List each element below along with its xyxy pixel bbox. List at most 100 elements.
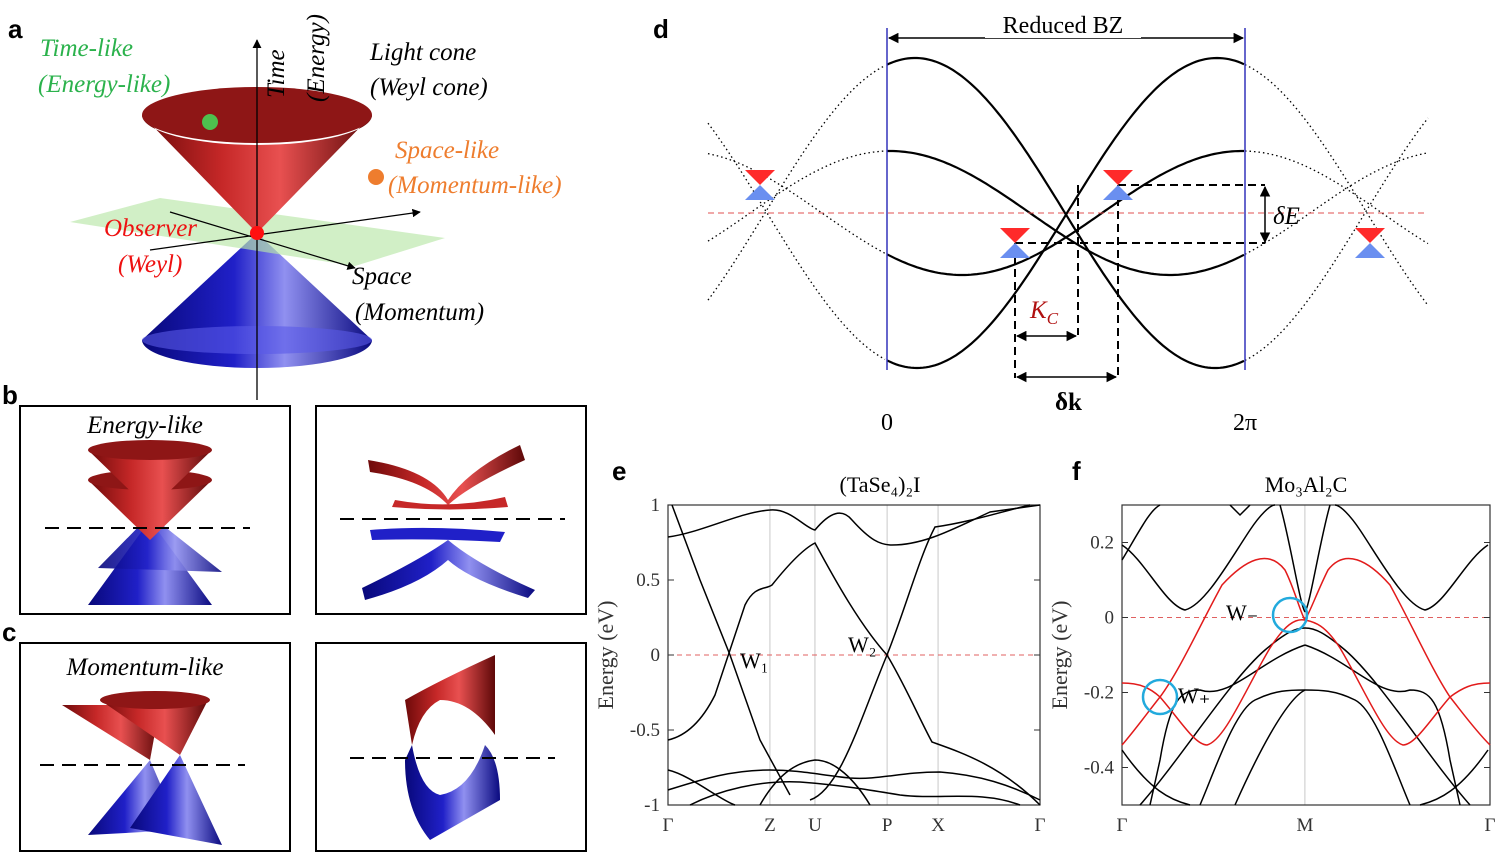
cone-up — [745, 170, 775, 185]
band-dotted — [707, 122, 886, 360]
space-axis — [169, 211, 356, 270]
x-tick-label: Γ — [1485, 815, 1496, 836]
text: Observer — [104, 215, 197, 242]
chart-title: (TaSe₄)₂I — [840, 472, 921, 497]
band-curves — [707, 56, 1429, 370]
panel-label: d — [653, 14, 669, 44]
x-tick-label: X — [931, 815, 945, 836]
box — [315, 405, 587, 615]
y-tick-label: 0.5 — [636, 570, 660, 591]
band-group — [1121, 504, 1306, 806]
sheet — [405, 655, 495, 745]
space-axis — [149, 208, 421, 251]
bands — [1121, 504, 1491, 806]
cone-down — [1103, 185, 1133, 200]
box — [315, 642, 587, 852]
band — [1279, 504, 1306, 613]
dashed-guides — [1014, 184, 1265, 378]
label-bg — [985, 14, 1141, 38]
kc-label: KC — [1029, 297, 1059, 328]
weyl-marker — [1271, 596, 1309, 634]
band — [886, 56, 1245, 370]
text: (Weyl) — [118, 251, 182, 278]
band — [667, 504, 1041, 546]
plot-frame — [667, 504, 1041, 806]
text: Reduced BZ — [1003, 13, 1124, 39]
y-axis-label: Energy (eV) — [593, 601, 618, 710]
chart-title: Mo₃Al₂C — [1265, 472, 1348, 497]
band-dotted — [1244, 150, 1429, 245]
band-dotted — [707, 152, 886, 254]
text: (Energy-like) — [38, 71, 170, 98]
sheet — [370, 527, 505, 542]
y-tick-label: -1 — [644, 795, 660, 816]
observer-dot — [250, 226, 264, 240]
cone-top — [88, 440, 212, 460]
y-tick-label: -0.2 — [1084, 683, 1114, 704]
text: δE — [1273, 203, 1300, 230]
weyl-points — [745, 170, 1385, 258]
cone-up — [1000, 228, 1030, 243]
box — [19, 642, 291, 852]
cone — [98, 515, 222, 572]
band — [809, 504, 1031, 801]
band — [1304, 689, 1411, 806]
y-tick-label: 1 — [651, 495, 661, 516]
time-like-dot — [202, 114, 218, 130]
x-tick-label: Γ — [663, 815, 674, 836]
band — [1304, 504, 1331, 613]
band-group — [1121, 557, 1491, 746]
x-tick-label: Z — [764, 815, 776, 836]
weyl-marker — [1141, 678, 1179, 716]
text: K — [1029, 297, 1048, 324]
x-tick-label: P — [882, 815, 893, 836]
cone-top — [100, 691, 210, 709]
sheet — [362, 540, 535, 600]
box — [19, 405, 291, 615]
bands — [667, 504, 1041, 806]
cone — [100, 700, 208, 755]
band — [689, 780, 1021, 806]
text: Space-like — [395, 137, 499, 164]
text: Time-like — [40, 35, 133, 62]
cone-down — [1000, 243, 1030, 258]
band-dotted — [1244, 152, 1429, 255]
y-tick-label: 0 — [651, 645, 661, 666]
y-tick-label: 0.2 — [1090, 533, 1114, 554]
text: (Momentum-like) — [388, 172, 562, 199]
cone — [130, 755, 222, 845]
x-tick-label: Γ — [1117, 815, 1128, 836]
band — [1334, 504, 1489, 611]
cone-down — [1355, 243, 1385, 258]
y-tick-label: 0 — [1105, 608, 1115, 629]
x-tick-label: 2π — [1233, 410, 1257, 436]
band-group — [1304, 504, 1489, 806]
annotation: W₁ — [740, 648, 768, 673]
band — [1229, 504, 1251, 517]
cone-up — [1103, 170, 1133, 185]
text: Momentum-like — [66, 654, 224, 681]
annotation: W₋ — [1226, 600, 1258, 625]
sheet — [405, 745, 500, 840]
band-dotted — [707, 65, 886, 301]
text: Space — [352, 263, 412, 290]
y-tick-label: -0.5 — [630, 720, 660, 741]
subscript: C — [1047, 309, 1059, 328]
band — [1304, 644, 1461, 806]
band — [1419, 749, 1489, 806]
band — [1234, 689, 1306, 806]
text: Time — [263, 49, 290, 98]
cone-up — [1355, 228, 1385, 243]
x-tick-label: 0 — [881, 410, 893, 436]
text: Energy-like — [86, 412, 203, 439]
band — [1121, 504, 1276, 611]
sheet — [368, 445, 525, 505]
y-axis-label: Energy (eV) — [1047, 601, 1072, 710]
panel-label: a — [8, 14, 23, 44]
band — [667, 542, 1041, 806]
plot-frame — [1121, 504, 1491, 806]
band — [1121, 504, 1161, 561]
band — [1121, 749, 1191, 806]
band — [667, 769, 736, 806]
